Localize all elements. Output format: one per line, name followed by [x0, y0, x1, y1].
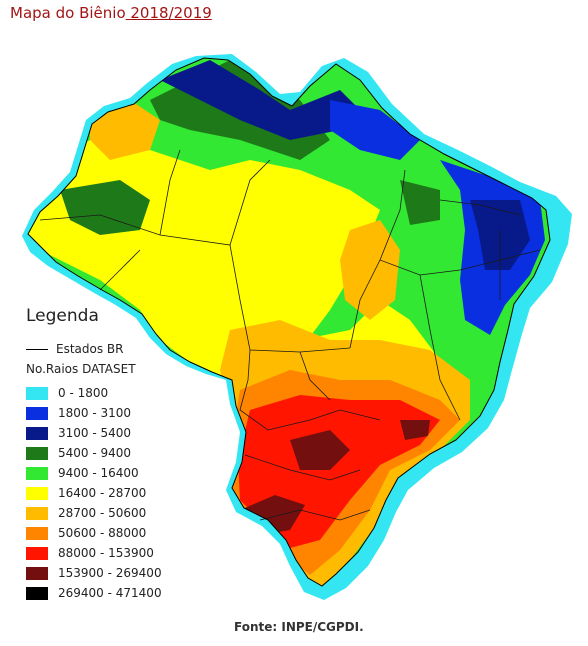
legend-color-swatch — [26, 446, 48, 460]
legend-color-swatch — [26, 486, 48, 500]
legend-color-swatch — [26, 406, 48, 420]
legend-color-swatch — [26, 506, 48, 520]
map-legend: Legenda Estados BR No.Raios DATASET 0 - … — [26, 306, 226, 603]
legend-class-label: 28700 - 50600 — [58, 506, 147, 520]
legend-class-label: 16400 - 28700 — [58, 486, 147, 500]
legend-class-list: 0 - 1800 1800 - 3100 3100 - 5400 5400 - 940… — [26, 383, 226, 603]
map-title-prefix: Mapa do Biênio — [10, 4, 126, 22]
legend-title: Legenda — [26, 306, 99, 326]
legend-dataset-label: No.Raios DATASET — [26, 362, 136, 376]
legend-class-label: 88000 - 153900 — [58, 546, 154, 560]
state-borders — [39, 149, 541, 521]
legend-class-entry: 153900 - 269400 — [26, 563, 226, 583]
map-title-period[interactable]: 2018/2019 — [125, 4, 212, 22]
legend-color-swatch — [26, 426, 48, 440]
legend-class-entry: 1800 - 3100 — [26, 403, 226, 423]
legend-color-swatch — [26, 526, 48, 540]
legend-class-entry: 50600 - 88000 — [26, 523, 226, 543]
legend-class-entry: 16400 - 28700 — [26, 483, 226, 503]
boundary-line-sample — [26, 348, 48, 350]
legend-class-entry: 5400 - 9400 — [26, 443, 226, 463]
legend-color-swatch — [26, 546, 48, 560]
legend-class-entry: 269400 - 471400 — [26, 583, 226, 603]
legend-class-entry: 9400 - 16400 — [26, 463, 226, 483]
legend-boundary-entry: Estados BR — [26, 339, 226, 359]
legend-class-entry: 3100 - 5400 — [26, 423, 226, 443]
legend-boundary-label: Estados BR — [56, 342, 124, 356]
map-title: Mapa do Biênio 2018/2019 — [10, 4, 212, 22]
legend-class-entry: 0 - 1800 — [26, 383, 226, 403]
legend-class-label: 269400 - 471400 — [58, 586, 162, 600]
legend-color-swatch — [26, 566, 48, 580]
legend-class-label: 50600 - 88000 — [58, 526, 147, 540]
legend-class-label: 9400 - 16400 — [58, 466, 139, 480]
legend-color-swatch — [26, 586, 48, 600]
legend-class-entry: 28700 - 50600 — [26, 503, 226, 523]
legend-class-entry: 88000 - 153900 — [26, 543, 226, 563]
source-credit: Fonte: INPE/CGPDI. — [234, 620, 364, 634]
legend-color-swatch — [26, 466, 48, 480]
legend-class-label: 153900 - 269400 — [58, 566, 162, 580]
legend-color-swatch — [26, 386, 48, 400]
legend-class-label: 0 - 1800 — [58, 386, 109, 400]
legend-class-label: 5400 - 9400 — [58, 446, 132, 460]
legend-class-label: 3100 - 5400 — [58, 426, 132, 440]
legend-class-label: 1800 - 3100 — [58, 406, 132, 420]
